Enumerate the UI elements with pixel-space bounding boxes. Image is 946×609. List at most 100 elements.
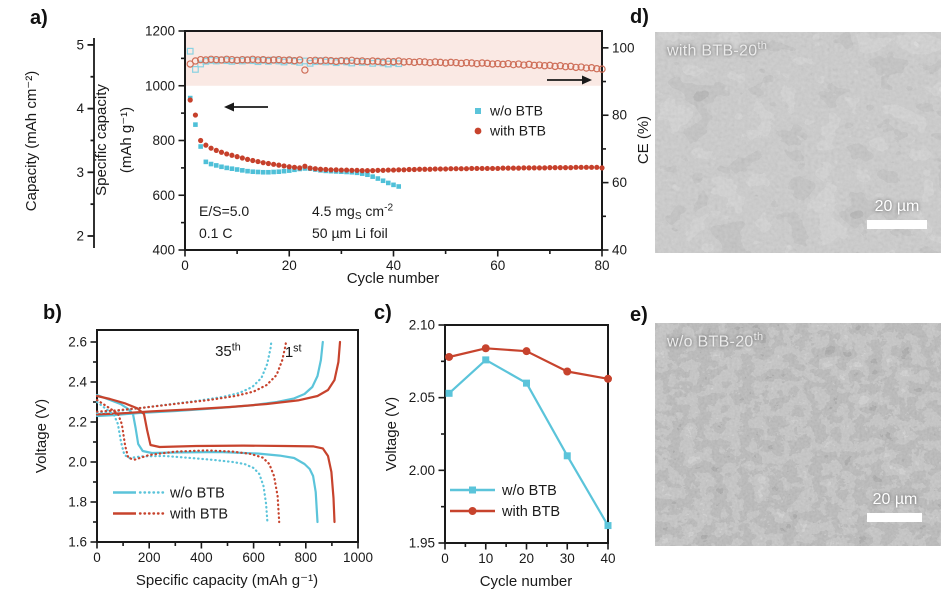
x-tick-label: 20 xyxy=(519,551,534,566)
sem-label-sup: th xyxy=(757,40,768,52)
sem-image-wo-btb: w/o BTB-20th 20 µm xyxy=(655,323,941,546)
series-path xyxy=(95,398,281,524)
series-path xyxy=(95,340,288,413)
sem-noise-grain xyxy=(655,32,941,253)
series-with-btb-35th-discharge xyxy=(95,398,281,524)
panel-d: d) xyxy=(628,5,946,265)
x-tick-label: 800 xyxy=(295,550,318,565)
x-tick-label: 200 xyxy=(138,550,161,565)
y-tick-label: 2.00 xyxy=(409,463,435,478)
sem-label-text: w/o BTB-20 xyxy=(667,333,754,351)
axis-ticks xyxy=(438,324,609,550)
right-tick-label: 80 xyxy=(612,108,627,123)
panel-e-letter: e) xyxy=(630,304,648,326)
x-tick-label: 0 xyxy=(441,551,449,566)
right-tick-label: 100 xyxy=(612,40,635,55)
panel-a-svg: 0 20 40 60 80 400 600 800 1000 1200 40 60 80 100 2 3 4 5 C… xyxy=(23,24,652,288)
series-with-btb-35th-charge xyxy=(95,340,288,413)
panel-c-letter: c) xyxy=(374,302,392,324)
right-tick-label: 40 xyxy=(612,243,627,258)
y-tick-label: 2.05 xyxy=(409,390,435,405)
annotation-cycle1: 1st xyxy=(285,342,302,361)
y-tick-label: 800 xyxy=(152,133,175,148)
y-tick-label: 2.2 xyxy=(68,415,87,430)
x-tick-label: 40 xyxy=(386,258,401,273)
outer-capacity-axis xyxy=(87,38,95,248)
x-tick-label: 80 xyxy=(594,258,609,273)
series-with-btb-1st-charge xyxy=(95,340,342,416)
x-tick-label: 30 xyxy=(560,551,575,566)
sem-label-with-btb: with BTB-20th xyxy=(667,40,767,60)
outer-tick-label: 5 xyxy=(76,37,84,52)
y-tick-label: 400 xyxy=(152,243,175,258)
outer-tick-label: 4 xyxy=(76,101,84,116)
legend-label: w/o BTB xyxy=(169,486,225,502)
sem-label-sup: th xyxy=(753,331,764,343)
sem-texture-with-btb xyxy=(655,32,941,253)
panel-b-letter: b) xyxy=(43,302,62,324)
y-tick-label: 600 xyxy=(152,188,175,203)
y-tick-label: 1.6 xyxy=(68,535,87,550)
series-path xyxy=(95,400,269,524)
left-y-axis-title-1: Specific capacity xyxy=(93,84,110,196)
annotation-c-rate: 0.1 C xyxy=(199,225,232,241)
annotation-li-foil: 50 µm Li foil xyxy=(312,225,388,241)
outer-tick-label: 3 xyxy=(76,165,84,180)
panel-c-svg: 0 10 20 30 40 1.95 2.00 2.05 2.10 Cycle number Vol… xyxy=(383,318,616,590)
legend-label: with BTB xyxy=(489,123,546,139)
x-tick-label: 40 xyxy=(600,551,615,566)
x-tick-label: 400 xyxy=(190,550,213,565)
x-tick-label: 10 xyxy=(478,551,493,566)
legend-label: w/o BTB xyxy=(489,103,543,119)
series-with-btb xyxy=(445,344,612,383)
panel-d-letter: d) xyxy=(630,6,649,28)
panel-e: e) xyxy=(628,305,946,555)
left-y-axis-title-2: (mAh g⁻¹) xyxy=(118,107,135,173)
series-ce-with-btb xyxy=(186,55,606,74)
series-w-o-btb xyxy=(445,356,612,530)
y-tick-label: 2.4 xyxy=(68,375,87,390)
x-tick-label: 0 xyxy=(93,550,101,565)
annotation-loading: 4.5 mgS cm-2 xyxy=(312,203,393,222)
sem-noise-grain xyxy=(655,323,941,546)
y-tick-label: 1200 xyxy=(145,24,175,39)
axis-pointer-arrow xyxy=(224,102,268,112)
y-axis-title: Voltage (V) xyxy=(33,399,50,473)
x-axis-title: Specific capacity (mAh g⁻¹) xyxy=(136,572,318,589)
x-tick-label: 20 xyxy=(282,258,297,273)
series-capacity-with-btb xyxy=(187,97,605,174)
y-tick-label: 2.10 xyxy=(409,318,435,333)
scale-bar-label: 20 µm xyxy=(874,198,920,215)
x-tick-label: 600 xyxy=(242,550,265,565)
panel-a-letter: a) xyxy=(30,7,48,29)
scale-bar xyxy=(867,513,922,522)
sem-image-with-btb: with BTB-20th 20 µm xyxy=(655,32,941,253)
series-capacity-w-o-btb xyxy=(187,95,402,189)
sem-label-text: with BTB-20 xyxy=(667,42,758,60)
sem-label-wo-btb: w/o BTB-20th xyxy=(667,331,763,351)
legend-label: with BTB xyxy=(501,504,560,520)
outer-y-axis-title: Capacity (mAh cm⁻²) xyxy=(23,71,40,211)
scale-bar-label: 20 µm xyxy=(872,491,918,508)
y-tick-label: 1000 xyxy=(145,78,175,93)
panel-b-svg: 0 200 400 600 800 1000 1.6 1.8 2.0 2.2 2.4 2.6 Speci… xyxy=(33,329,373,589)
right-axis-ticks xyxy=(602,47,609,251)
axis-pointer-arrow xyxy=(547,75,592,85)
x-tick-label: 1000 xyxy=(343,550,373,565)
series-path xyxy=(95,340,342,416)
y-tick-label: 1.95 xyxy=(409,536,435,551)
annotation-es-ratio: E/S=5.0 xyxy=(199,203,249,219)
legend-a: w/o BTB with BTB xyxy=(474,103,546,139)
right-y-axis-title: CE (%) xyxy=(635,116,652,164)
y-axis-title: Voltage (V) xyxy=(383,397,400,471)
legend-label: with BTB xyxy=(169,507,228,523)
axis-ticks xyxy=(178,30,603,257)
x-tick-label: 0 xyxy=(181,258,189,273)
right-tick-label: 60 xyxy=(612,175,627,190)
series-path xyxy=(95,394,336,524)
annotation-cycle35: 35th xyxy=(215,341,241,360)
series-with-btb-1st-discharge xyxy=(95,394,336,524)
legend-b: w/o BTB with BTB xyxy=(113,486,228,523)
scale-bar xyxy=(867,220,927,229)
